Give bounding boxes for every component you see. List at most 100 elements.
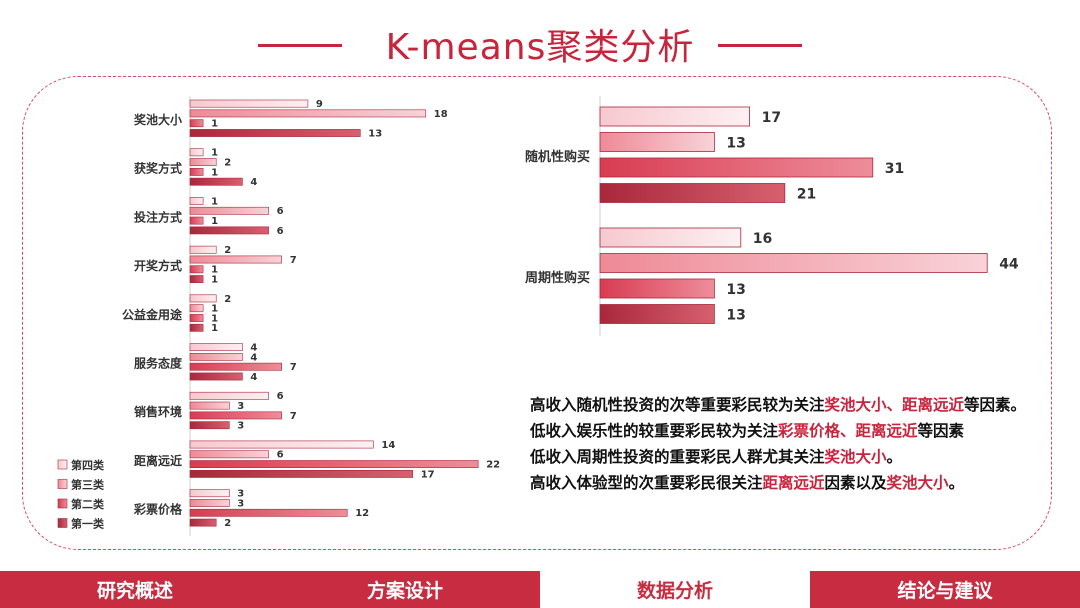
- chart1-bar: [189, 148, 204, 157]
- chart1-bar: [189, 323, 204, 332]
- chart1-bar: [189, 352, 243, 361]
- chart2-category-label: 周期性购买: [525, 270, 590, 286]
- summary-highlight: 奖池大小: [824, 448, 887, 466]
- chart1-data-label: 1: [211, 148, 218, 159]
- chart1-bar: [189, 489, 230, 498]
- chart1-category-label: 服务态度: [134, 356, 183, 371]
- chart1-bar: [189, 197, 204, 205]
- legend-swatch: [57, 479, 68, 489]
- chart1-category-label: 开奖方式: [134, 258, 182, 273]
- chart1-data-label: 6: [277, 450, 284, 461]
- chart2-data-label: 13: [726, 282, 745, 298]
- chart1-data-label: 1: [211, 167, 218, 178]
- legend-label: 第四类: [71, 458, 105, 472]
- summary-highlight: 奖池大小: [886, 474, 949, 492]
- chart1-category-label: 距离远近: [134, 453, 182, 468]
- nav-tab-3[interactable]: 数据分析: [540, 571, 810, 608]
- summary-text-segment: 。: [886, 448, 903, 466]
- summary-highlight: 彩票价格、距离远近: [778, 422, 918, 440]
- chart1-data-label: 4: [250, 177, 257, 188]
- chart1-data-label: 4: [250, 372, 257, 383]
- chart1-bar: [189, 411, 282, 420]
- summary-line: 高收入随机性投资的次等重要彩民较为关注奖池大小、距离远近等因素。: [530, 392, 1050, 418]
- chart1-bar: [189, 206, 269, 215]
- chart1-bar: [189, 401, 230, 410]
- chart1-data-label: 2: [224, 245, 231, 256]
- summary-highlight: 奖池大小、距离远近: [824, 396, 965, 414]
- chart1-data-label: 3: [237, 401, 244, 412]
- chart1-data-label: 1: [211, 304, 218, 315]
- chart2-bar: [599, 227, 742, 248]
- chart1-data-label: 2: [224, 158, 231, 169]
- summary-line: 高收入体验型的次重要彩民很关注距离远近因素以及奖池大小。: [530, 470, 1050, 496]
- chart1-data-label: 17: [421, 469, 435, 480]
- chart1-bar: [189, 508, 348, 517]
- chart2-bar: [599, 157, 874, 178]
- chart2-data-label: 21: [797, 187, 816, 203]
- chart1-bar: [189, 168, 204, 176]
- chart1-data-label: 1: [211, 196, 218, 207]
- chart1-data-label: 1: [211, 119, 218, 130]
- legend-label: 第三类: [71, 478, 105, 492]
- chart1-data-label: 1: [211, 323, 218, 334]
- chart1-data-label: 4: [250, 343, 257, 354]
- chart1-bar: [189, 129, 361, 137]
- chart1-data-label: 7: [290, 255, 297, 266]
- content-frame: [22, 76, 1052, 550]
- chart2-bar: [599, 132, 715, 152]
- chart1-bar: [189, 460, 479, 468]
- legend-swatch: [57, 498, 68, 509]
- chart1-category-label: 获奖方式: [133, 161, 182, 176]
- chart2-bar: [599, 304, 715, 324]
- chart1-bar: [189, 294, 217, 303]
- chart2-bar: [599, 278, 715, 299]
- legend-swatch: [57, 518, 68, 528]
- chart2-bar: [599, 183, 786, 203]
- chart1-data-label: 3: [237, 489, 244, 500]
- chart1-bar: [189, 158, 217, 166]
- chart1-bar: [189, 314, 204, 322]
- chart2-bar: [599, 106, 751, 127]
- chart1-bar: [189, 255, 282, 264]
- nav-tab-4[interactable]: 结论与建议: [810, 571, 1080, 608]
- chart1-data-label: 18: [434, 109, 448, 120]
- chart1-data-label: 1: [211, 216, 218, 227]
- chart1-data-label: 7: [290, 411, 297, 422]
- page-title: K-means聚类分析: [385, 27, 695, 68]
- chart1-bar: [189, 391, 269, 400]
- chart2-category-label: 随机性购买: [525, 149, 590, 165]
- chart1-data-label: 3: [237, 498, 244, 509]
- bottom-nav: 研究概述 方案设计 数据分析 结论与建议: [0, 571, 1080, 608]
- nav-tab-1[interactable]: 研究概述: [0, 571, 270, 608]
- nav-tab-2[interactable]: 方案设计: [270, 571, 540, 608]
- chart1-bar: [189, 450, 269, 459]
- summary-text-segment: 因素以及: [824, 474, 887, 492]
- summary-text-segment: 高收入体验型的次重要彩民很关注: [530, 474, 763, 492]
- chart1-bar: [189, 226, 269, 235]
- chart1-data-label: 14: [381, 440, 395, 451]
- chart1-data-label: 12: [355, 508, 369, 519]
- chart2-bar: [599, 253, 988, 273]
- chart2-data-label: 31: [885, 161, 904, 177]
- chart1-data-label: 9: [316, 99, 323, 110]
- summary-text-segment: 低收入娱乐性的较重要彩民较为关注: [530, 422, 779, 440]
- chart1-bar: [189, 245, 217, 254]
- summary-highlight: 距离远近: [762, 474, 825, 492]
- summary-text-segment: 高收入随机性投资的次等重要彩民较为关注: [530, 396, 825, 414]
- chart1-data-label: 6: [277, 206, 284, 217]
- chart1-bar: [189, 518, 217, 527]
- chart1-data-label: 7: [290, 362, 297, 373]
- chart2-data-label: 13: [726, 136, 745, 152]
- summary-line: 低收入娱乐性的较重要彩民较为关注彩票价格、距离远近等因素: [530, 418, 1050, 444]
- chart1-bar: [189, 275, 204, 283]
- chart1-data-label: 3: [237, 421, 244, 432]
- chart1-data-label: 1: [211, 265, 218, 276]
- chart2-data-label: 13: [726, 308, 745, 324]
- chart1-bar: [189, 265, 204, 274]
- legend-swatch: [57, 459, 68, 470]
- legend-label: 第二类: [71, 497, 105, 511]
- chart1-bar: [189, 109, 427, 118]
- title-left-line: [258, 44, 342, 47]
- chart1-data-label: 4: [250, 352, 257, 363]
